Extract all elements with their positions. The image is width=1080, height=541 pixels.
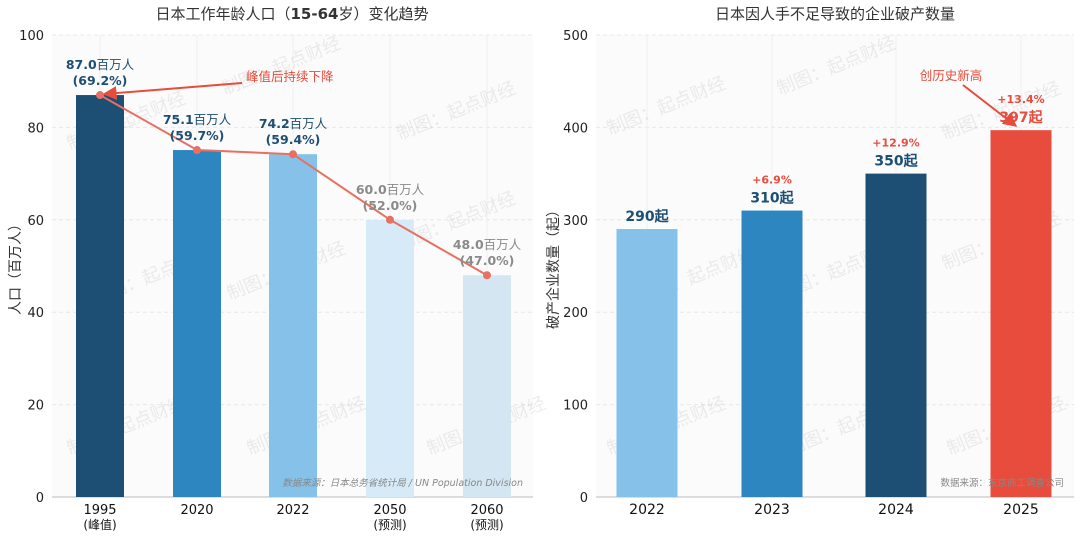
y-tick-label: 300 [563, 214, 588, 229]
chart-title: 日本因人手不足导致的企业破产数量 [715, 5, 955, 23]
value-label-2023: 310起 [750, 190, 794, 207]
bar-2022 [269, 154, 317, 498]
value-number: 74.2 [259, 116, 290, 131]
source-note: 数据来源：日本总务省统计局 / UN Population Division [282, 477, 523, 489]
value-label-2022: 74.2百万人 [259, 116, 328, 131]
title-part: 日本工作年龄人口（ [155, 5, 290, 23]
bar-2060 [463, 275, 511, 497]
pct-label-2020: (59.7%) [170, 128, 225, 143]
y-axis-label: 人口（百万人） [8, 217, 24, 315]
x-tick-label: 2025 [1003, 502, 1039, 518]
panel-population: 020406080100制图：起点财经制图：起点财经制图：起点财经制图：起点财经… [8, 5, 549, 532]
annotation-arrow [962, 84, 1018, 127]
value-number: 48.0 [453, 237, 484, 252]
trend-point-2060 [483, 271, 491, 280]
value-unit: 百万人 [387, 182, 425, 197]
trend-point-2050 [386, 215, 394, 224]
trend-point-1995 [96, 91, 104, 100]
title-part: 15-64 [291, 5, 339, 23]
value-label-2024: 350起 [874, 153, 918, 170]
x-tick-note: (峰值) [83, 517, 116, 532]
y-tick-label: 0 [580, 491, 588, 506]
y-tick-label: 80 [27, 121, 44, 136]
value-label-2050: 60.0百万人 [356, 182, 425, 197]
panel-bankruptcies: 0100200300400500制图：起点财经制图：起点财经制图：起点财经制图：… [545, 5, 1074, 518]
y-tick-label: 0 [36, 491, 44, 506]
value-unit: 百万人 [290, 116, 328, 131]
bar-2020 [173, 150, 221, 497]
bar-2050 [366, 219, 414, 498]
bar-2025 [990, 130, 1052, 497]
y-tick-label: 40 [27, 306, 44, 321]
title-part: 岁）变化趋势 [338, 5, 428, 23]
growth-label-2024: +12.9% [872, 137, 919, 150]
value-label-2020: 75.1百万人 [163, 112, 232, 127]
x-tick-label: 2060 [470, 503, 503, 518]
value-unit: 百万人 [484, 237, 522, 252]
pct-label-2060: (47.0%) [460, 253, 515, 268]
x-tick-note: (预测) [373, 518, 406, 532]
annotation-text: 峰值后持续下降 [246, 69, 334, 84]
value-label-1995: 87.0百万人 [66, 57, 135, 72]
growth-label-2023: +6.9% [752, 174, 792, 187]
value-number: 60.0 [356, 182, 387, 197]
y-tick-label: 400 [563, 121, 588, 136]
y-tick-label: 100 [563, 399, 588, 414]
trend-point-2022 [289, 150, 297, 159]
chart-title: 日本工作年龄人口（15-64岁）变化趋势 [155, 5, 428, 23]
value-number: 87.0 [66, 57, 97, 72]
y-tick-label: 60 [27, 214, 44, 229]
pct-label-2050: (52.0%) [363, 198, 418, 213]
x-tick-label: 2023 [754, 502, 790, 518]
bar-2024 [865, 173, 927, 497]
y-tick-label: 200 [563, 306, 588, 321]
x-tick-note: (预测) [470, 518, 503, 532]
bar-2023 [741, 210, 803, 497]
source-note: 数据来源：东京商工调查公司 [940, 477, 1064, 489]
y-tick-label: 100 [19, 29, 44, 44]
x-tick-label: 2020 [180, 503, 213, 518]
value-unit: 百万人 [97, 57, 135, 72]
value-label-2060: 48.0百万人 [453, 237, 522, 252]
pct-label-1995: (69.2%) [73, 73, 128, 88]
y-tick-label: 500 [563, 29, 588, 44]
growth-label-2025: +13.4% [997, 93, 1044, 106]
x-tick-label: 2050 [373, 503, 406, 518]
annotation-arrow [102, 82, 243, 101]
value-unit: 百万人 [194, 112, 232, 127]
x-tick-label: 1995 [83, 503, 116, 518]
y-tick-label: 20 [27, 399, 44, 414]
x-tick-label: 2022 [629, 502, 665, 518]
x-tick-label: 2024 [878, 502, 914, 518]
x-tick-label: 2022 [276, 503, 309, 518]
bar-1995 [76, 95, 124, 497]
y-axis-label: 破产企业数量（起） [545, 203, 562, 329]
pct-label-2022: (59.4%) [266, 132, 321, 147]
annotation-text: 创历史新高 [920, 68, 983, 83]
value-number: 75.1 [163, 112, 194, 127]
trend-point-2020 [193, 146, 201, 155]
value-label-2022: 290起 [625, 208, 669, 225]
bar-2022 [616, 229, 678, 498]
